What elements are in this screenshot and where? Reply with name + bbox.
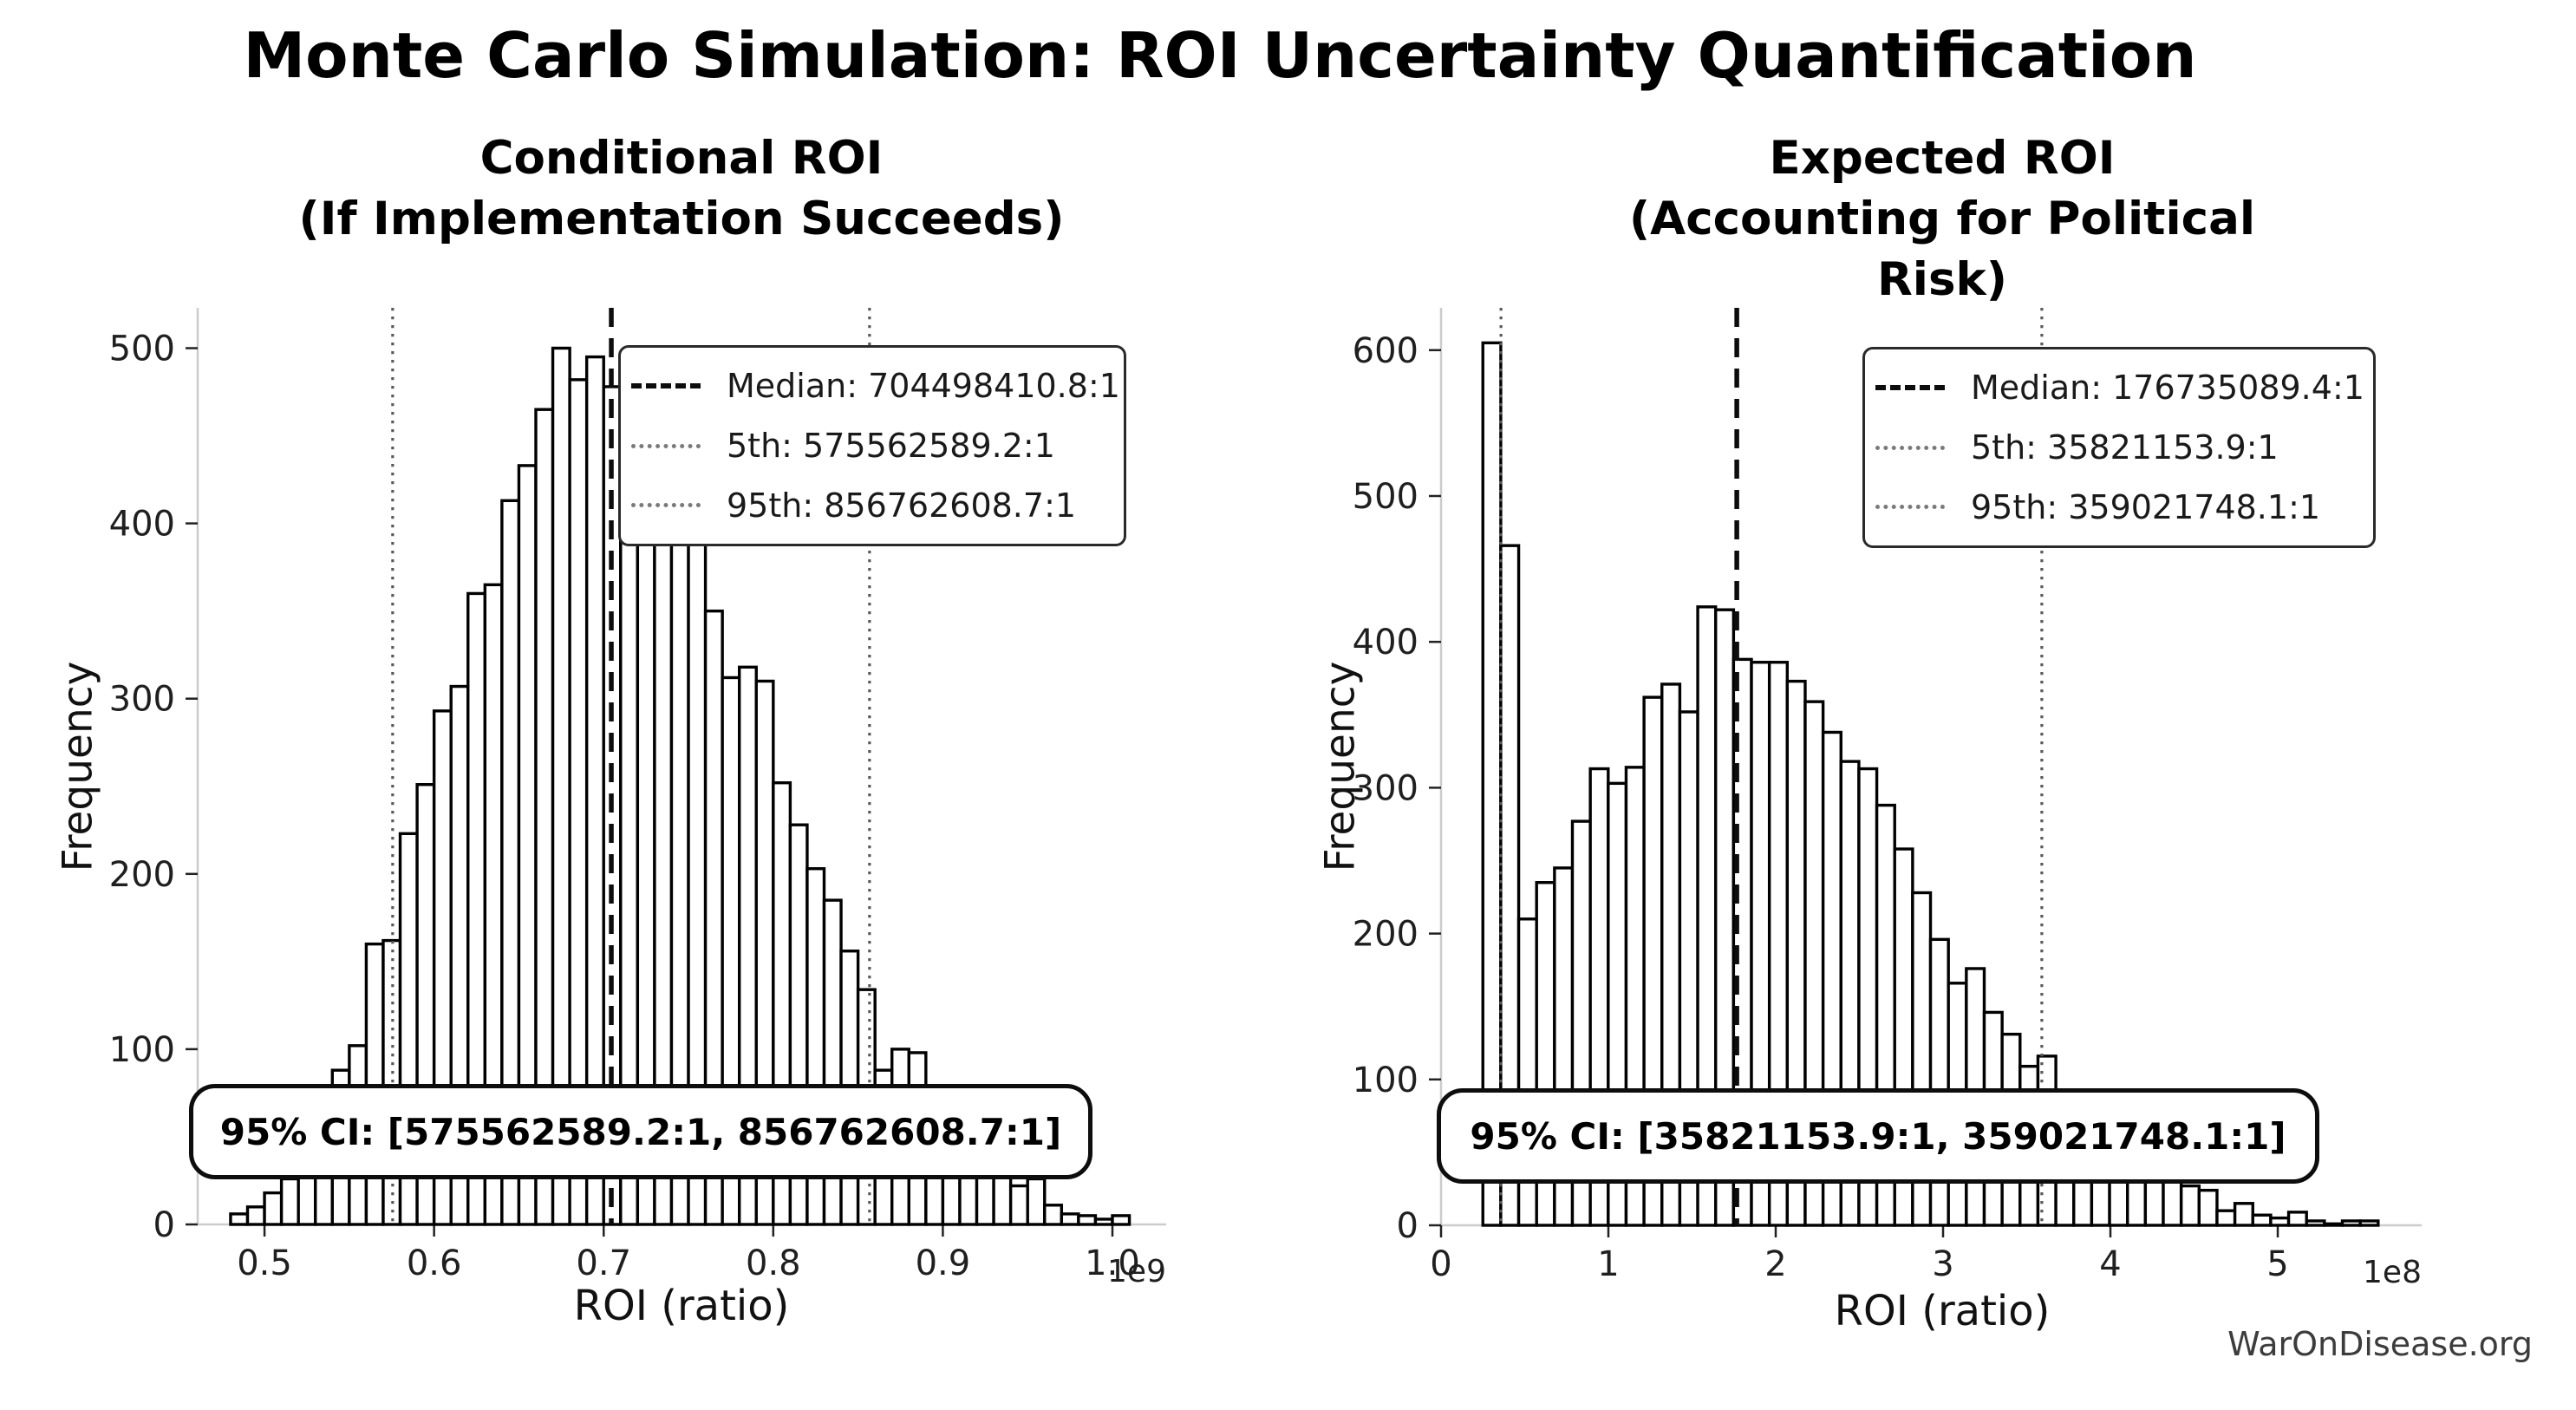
legend-item-median: Median: 176735089.4:1 [1875, 358, 2364, 418]
y-tick-label: 400 [109, 505, 175, 545]
x-tick-label: 0.6 [407, 1244, 462, 1283]
x-tick-label: 2 [1764, 1244, 1786, 1284]
histogram-bar [1043, 1204, 1064, 1226]
y-tick-label: 300 [109, 680, 175, 720]
histogram-bar [1077, 1214, 1098, 1226]
y-tick-label: 300 [1353, 768, 1418, 808]
histogram-bar [2305, 1219, 2326, 1227]
x-tick-label: 0.5 [237, 1244, 292, 1283]
watermark: WarOnDisease.org [2227, 1325, 2533, 1363]
histogram-bar [2233, 1202, 2254, 1227]
legend-label-p95: 95th: 856762608.7:1 [727, 486, 1077, 525]
histogram-bar [2269, 1216, 2291, 1227]
histogram-bar [2286, 1211, 2308, 1227]
y-tick-label: 0 [153, 1205, 175, 1245]
figure-title: Monte Carlo Simulation: ROI Uncertainty … [243, 19, 2197, 92]
histogram-bar [279, 1177, 300, 1226]
y-tick-label: 100 [109, 1030, 175, 1070]
y-tick-label: 100 [1353, 1061, 1418, 1100]
x-tick-label: 1 [1597, 1244, 1619, 1284]
legend-item-median: Median: 704498410.8:1 [631, 356, 1120, 416]
legend-label-median: Median: 176735089.4:1 [1971, 369, 2364, 408]
legend-item-p95: 95th: 856762608.7:1 [631, 475, 1110, 535]
legend-item-p5: 5th: 35821153.9:1 [1875, 418, 2359, 478]
subplot-title-expected-roi: Expected ROI (Accounting for Political R… [1628, 132, 2256, 306]
x-tick-label: 3 [1932, 1244, 1953, 1284]
dotted-line-sample-icon [1875, 505, 1945, 510]
axis-offset-label: 1e9 [1107, 1254, 1166, 1289]
histogram-bar [1093, 1217, 1114, 1226]
x-tick-label: 0.8 [746, 1244, 801, 1283]
histogram-bar [229, 1212, 250, 1226]
dotted-line-sample-icon [631, 503, 701, 508]
dotted-line-sample-icon [631, 443, 701, 448]
y-tick-label: 0 [1397, 1206, 1418, 1246]
axis-offset-label: 1e8 [2363, 1255, 2422, 1290]
histogram-bar [2323, 1222, 2344, 1227]
legend-item-p95: 95th: 359021748.1:1 [1875, 477, 2359, 537]
legend-label-p95: 95th: 359021748.1:1 [1971, 487, 2321, 526]
histogram-bar [1008, 1184, 1029, 1226]
x-tick-label: 0.9 [916, 1244, 971, 1283]
legend-expected-roi: Median: 176735089.4:1 5th: 35821153.9:1 … [1862, 347, 2376, 548]
y-tick-label: 200 [1353, 915, 1418, 955]
y-axis-label-right: Frequency [1316, 661, 1365, 872]
x-tick-label: 0.7 [576, 1244, 631, 1283]
dashed-line-sample-icon [631, 383, 701, 389]
histogram-bar [263, 1191, 284, 1226]
dotted-line-sample-icon [1875, 445, 1945, 450]
ci-annotation-expected-roi: 95% CI: [35821153.9:1, 359021748.1:1] [1437, 1088, 2319, 1184]
histogram-bar [245, 1205, 266, 1226]
y-tick-label: 500 [1353, 477, 1418, 517]
legend-label-p5: 5th: 575562589.2:1 [727, 427, 1055, 465]
x-tick-label: 4 [2099, 1244, 2121, 1284]
histogram-bar [1060, 1212, 1080, 1226]
legend-item-p5: 5th: 575562589.2:1 [631, 416, 1110, 476]
histogram-bar [382, 938, 402, 1226]
histogram-bar [2179, 1184, 2201, 1227]
x-tick-label: 1.0 [1085, 1244, 1140, 1283]
ci-annotation-conditional-roi: 95% CI: [575562589.2:1, 856762608.7:1] [189, 1084, 1092, 1179]
legend-label-median: Median: 704498410.8:1 [727, 367, 1120, 406]
y-tick-label: 200 [109, 855, 175, 895]
y-tick-label: 500 [109, 329, 175, 369]
x-tick-label: 5 [2266, 1244, 2288, 1284]
histogram-bar [1111, 1214, 1131, 1226]
histogram-bar [2358, 1219, 2380, 1227]
dashed-line-sample-icon [1875, 385, 1945, 391]
legend-label-p5: 5th: 35821153.9:1 [1971, 428, 2279, 467]
x-axis-label-right: ROI (ratio) [1834, 1287, 2051, 1335]
subplot-title-conditional-roi: Conditional ROI (If Implementation Succe… [298, 132, 1065, 245]
y-tick-label: 400 [1353, 623, 1418, 663]
legend-conditional-roi: Median: 704498410.8:1 5th: 575562589.2:1… [618, 345, 1126, 546]
x-tick-label: 0 [1430, 1244, 1451, 1284]
histogram-bar [2197, 1188, 2219, 1227]
histogram-bar [2215, 1209, 2237, 1227]
y-tick-label: 600 [1353, 331, 1418, 371]
x-axis-label-left: ROI (ratio) [573, 1282, 790, 1330]
histogram-bar [1026, 1177, 1047, 1226]
histogram-bar [2251, 1213, 2273, 1227]
y-axis-label-left: Frequency [54, 661, 102, 872]
histogram-bar [1499, 544, 1521, 1227]
histogram-bar [2340, 1219, 2362, 1227]
